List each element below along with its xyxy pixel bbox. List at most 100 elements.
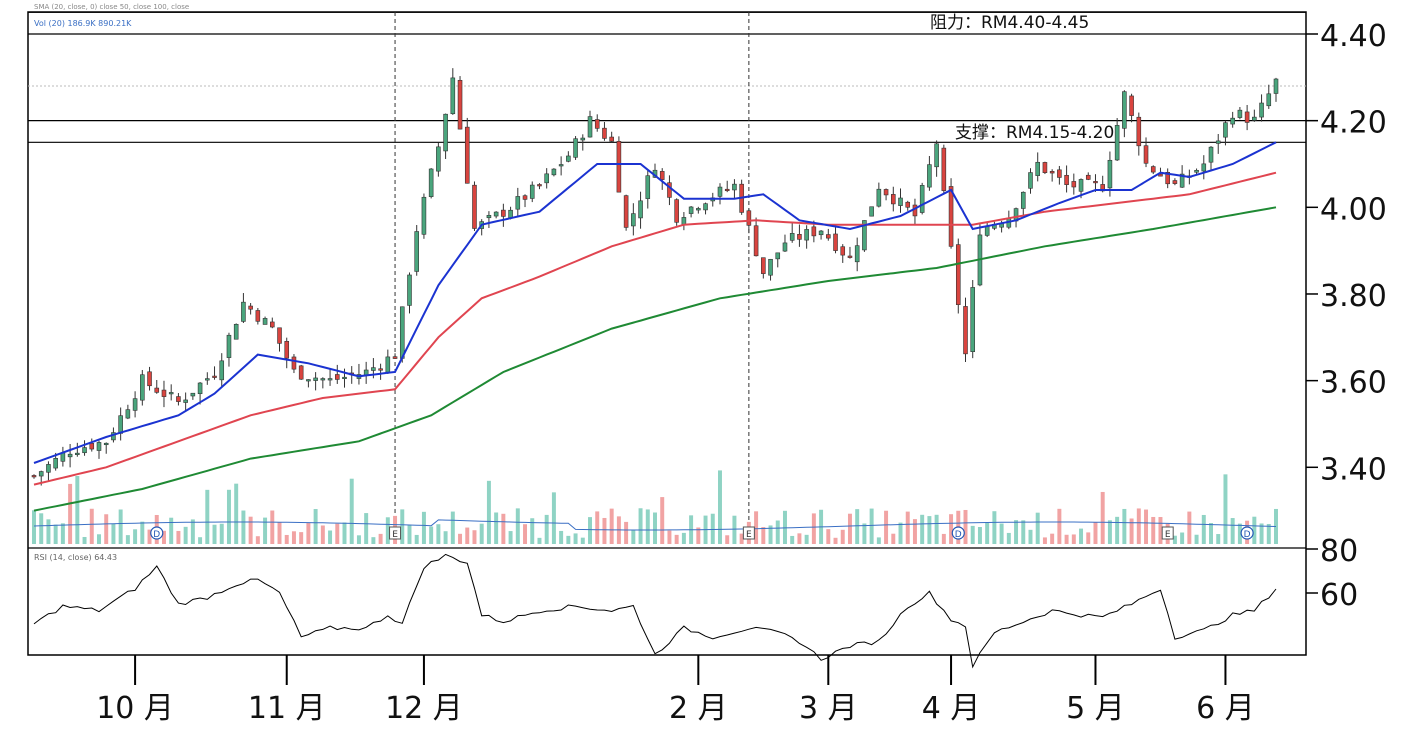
volume-bar-65 (501, 513, 506, 544)
volume-bar-63 (486, 480, 491, 544)
volume-bar-112 (840, 529, 845, 544)
candle-body-51 (399, 306, 405, 359)
volume-bar-14 (133, 529, 138, 544)
candle-body-36 (291, 356, 297, 370)
candle-body-67 (515, 196, 521, 210)
candle-body-90 (681, 217, 687, 225)
candle-body-23 (197, 382, 203, 395)
volume-bar-126 (941, 533, 946, 544)
candle-body-97 (732, 183, 737, 191)
candle-body-109 (818, 230, 824, 236)
candle-body-53 (414, 231, 419, 272)
candle-body-102 (768, 258, 773, 276)
candle-body-48 (378, 368, 383, 371)
candle-body-13 (125, 409, 131, 419)
candle-body-78 (594, 119, 600, 129)
reference-lines (28, 11, 1306, 544)
volume-bar-5 (68, 483, 73, 544)
candle-body-16 (147, 371, 152, 387)
volume-bar-60 (465, 527, 470, 544)
candle-body-166 (1230, 117, 1235, 125)
volume-bar-8 (89, 508, 94, 544)
volume-bar-67 (515, 508, 520, 544)
candle-body-24 (205, 378, 210, 381)
candle-body-143 (1064, 174, 1069, 185)
candle-body-83 (631, 213, 636, 227)
candle-body-31 (255, 310, 261, 322)
volume-bar-84 (638, 508, 643, 544)
month-tick-label-3: 2 月 (669, 691, 728, 726)
volume-bar-95 (718, 470, 722, 544)
month-tick-label-5: 4 月 (922, 691, 981, 726)
volume-bar-4 (60, 523, 65, 544)
volume-bar-144 (1071, 534, 1076, 544)
volume-bar-22 (190, 519, 195, 544)
candle-body-116 (869, 206, 874, 217)
candle-body-153 (1136, 116, 1142, 147)
volume-bar-131 (977, 527, 982, 544)
volume-bar-143 (1064, 534, 1069, 544)
volume-bar-153 (1136, 508, 1141, 544)
candle-body-154 (1143, 145, 1149, 164)
chart-frame (27, 11, 1307, 656)
candle-body-27 (226, 334, 232, 358)
volume-bar-167 (1237, 523, 1242, 544)
volume-bar-96 (725, 535, 730, 544)
candle-body-108 (811, 226, 817, 237)
candle-body-75 (573, 138, 578, 158)
candle-body-49 (385, 356, 391, 373)
volume-bar-13 (125, 535, 130, 544)
candle-body-112 (840, 246, 846, 256)
candle-body-64 (493, 211, 499, 217)
candle-body-58 (450, 77, 456, 115)
month-tick-label-0: 10 月 (96, 691, 174, 726)
volume-bar-48 (378, 533, 383, 544)
candle-body-12 (118, 415, 123, 434)
candle-body-57 (443, 113, 448, 152)
volume-bar-92 (696, 527, 701, 544)
candle-body-18 (161, 389, 167, 397)
candle-body-1 (38, 471, 44, 477)
volume-bar-83 (631, 530, 636, 544)
price-tick-label-2: 4.00 (1320, 192, 1387, 227)
volume-bar-115 (862, 523, 867, 544)
candle-body-107 (804, 229, 809, 241)
volume-bar-21 (183, 526, 188, 544)
volume-bar-154 (1144, 509, 1149, 544)
volume-bar-122 (912, 519, 917, 544)
candle-body-89 (674, 199, 679, 223)
candle-body-128 (955, 244, 961, 305)
volume-bar-37 (299, 532, 304, 544)
candle-body-124 (927, 164, 932, 188)
price-tick-label-0: 4.40 (1320, 19, 1387, 54)
candle-body-123 (919, 185, 925, 213)
volume-bar-108 (811, 513, 816, 544)
candle-body-88 (667, 182, 672, 198)
price-tick-label-5: 3.40 (1320, 452, 1387, 487)
volume-bar-70 (537, 537, 542, 544)
candle-body-65 (501, 209, 506, 217)
volume-bar-19 (169, 517, 174, 544)
volume-bar-27 (226, 489, 231, 544)
candle-body-168 (1244, 111, 1250, 123)
candle-body-99 (746, 210, 752, 226)
volume-bar-72 (551, 492, 556, 544)
candle-body-105 (789, 233, 795, 241)
candle-body-71 (544, 173, 549, 184)
volume-bars (32, 470, 1278, 544)
volume-bar-113 (847, 513, 852, 544)
earnings-marker-1 (389, 526, 402, 540)
volume-bar-30 (248, 516, 253, 544)
candle-body-25 (212, 375, 217, 378)
price-tick-label-3: 3.80 (1320, 279, 1387, 314)
candle-body-100 (753, 225, 759, 257)
volume-bar-169 (1252, 516, 1257, 544)
candle-body-50 (392, 356, 398, 359)
volume-bar-38 (306, 522, 311, 544)
candle-body-101 (761, 257, 766, 274)
candle-body-47 (371, 367, 376, 371)
volume-bar-32 (263, 517, 268, 544)
rsi-tick-label-0: 80 (1320, 534, 1358, 569)
volume-bar-135 (1006, 532, 1011, 544)
